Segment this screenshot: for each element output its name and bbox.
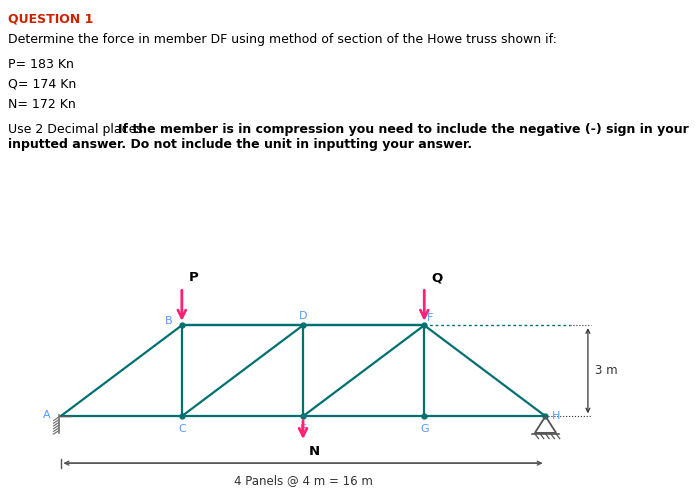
- Text: Use 2 Decimal places.: Use 2 Decimal places.: [8, 123, 151, 136]
- Text: Q: Q: [431, 272, 442, 285]
- Text: P: P: [188, 272, 198, 285]
- Text: Q= 174 Kn: Q= 174 Kn: [8, 78, 77, 91]
- Text: D: D: [299, 311, 307, 321]
- Text: A: A: [43, 410, 51, 420]
- Text: F: F: [427, 313, 434, 323]
- Text: N= 172 Kn: N= 172 Kn: [8, 98, 76, 111]
- Text: C: C: [178, 424, 185, 434]
- Text: QUESTION 1: QUESTION 1: [8, 13, 93, 26]
- Text: 3 m: 3 m: [595, 364, 618, 377]
- Text: If the member is in compression you need to include the negative (-) sign in you: If the member is in compression you need…: [118, 123, 689, 136]
- Text: E: E: [300, 424, 307, 434]
- Text: H: H: [552, 411, 560, 421]
- Text: Determine the force in member DF using method of section of the Howe truss shown: Determine the force in member DF using m…: [8, 33, 557, 46]
- Text: 4 Panels @ 4 m = 16 m: 4 Panels @ 4 m = 16 m: [233, 474, 372, 487]
- Text: inputted answer. Do not include the unit in inputting your answer.: inputted answer. Do not include the unit…: [8, 138, 473, 151]
- Text: N: N: [309, 445, 320, 458]
- Text: P= 183 Kn: P= 183 Kn: [8, 58, 75, 71]
- Text: G: G: [420, 424, 429, 434]
- Text: B: B: [164, 316, 172, 326]
